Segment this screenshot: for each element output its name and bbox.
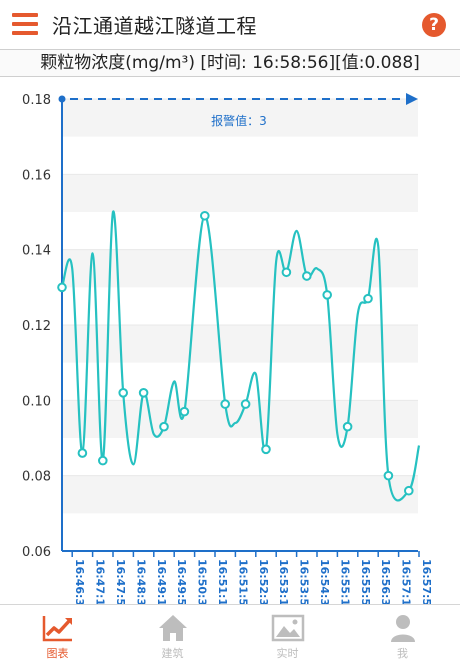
- y-tick-label: 0.10: [22, 394, 51, 409]
- y-tick-label: 0.08: [22, 470, 51, 485]
- grid-band: [62, 325, 418, 363]
- chart-svg: 0.06 0.08 0.10 0.12 0.14 0.16 0.18 16:46:3 16:47…: [22, 93, 433, 604]
- app-title: 沿江通道越江隧道工程: [52, 14, 257, 38]
- tab-realtime-label: 实时: [276, 647, 299, 660]
- data-point: [383, 470, 394, 481]
- x-tick-label: 16:56:3: [379, 559, 392, 604]
- data-point: [240, 399, 251, 409]
- data-point: [302, 271, 312, 281]
- x-tick-label: 16:57:5: [420, 559, 433, 604]
- chart-trend-icon: [42, 616, 72, 642]
- x-tick-label: 16:53:5: [298, 559, 311, 604]
- x-tick-label: 16:47:1: [94, 559, 107, 604]
- user-profile-icon: [390, 615, 415, 642]
- tab-chart[interactable]: 图表: [0, 605, 115, 661]
- grid-band: [62, 99, 418, 137]
- tab-me-label: 我: [397, 647, 408, 660]
- data-point: [98, 455, 108, 466]
- x-tick-label: 16:48:3: [134, 559, 147, 604]
- tab-me[interactable]: 我: [345, 605, 460, 661]
- data-point: [363, 293, 373, 304]
- app-header: 沿江通道越江隧道工程 ?: [0, 0, 460, 48]
- y-tick-label: 0.14: [22, 244, 51, 259]
- image-picture-icon: [271, 614, 304, 642]
- data-point: [220, 399, 230, 409]
- data-point: [322, 290, 333, 300]
- bottom-tab-bar: 图表 建筑 实时 我: [0, 604, 460, 661]
- grid-band: [62, 475, 418, 514]
- data-point: [200, 210, 210, 221]
- threshold-label: 报警值：3: [211, 113, 267, 128]
- tab-building-label: 建筑: [161, 647, 184, 660]
- tab-chart-label: 图表: [46, 647, 69, 660]
- data-point: [261, 444, 271, 455]
- x-tick-label: 16:55:1: [338, 559, 351, 604]
- data-point: [57, 282, 67, 293]
- x-tick-label: 16:55:5: [359, 559, 372, 604]
- grid-band: [62, 249, 418, 288]
- tab-realtime[interactable]: 实时: [230, 605, 345, 661]
- data-point: [179, 406, 190, 417]
- x-tick-label: 16:49:1: [155, 559, 168, 604]
- data-point: [281, 267, 292, 278]
- line-chart: 0.06 0.08 0.10 0.12 0.14 0.16 0.18 16:46:3 16:47…: [0, 78, 460, 604]
- tab-building[interactable]: 建筑: [115, 605, 230, 661]
- x-tick-label: 16:51:5: [236, 559, 249, 604]
- home-building-icon: [158, 615, 187, 641]
- x-tick-label: 16:50:3: [196, 559, 209, 604]
- y-tick-label: 0.06: [22, 545, 51, 560]
- y-tick-label: 0.18: [22, 93, 51, 108]
- data-point: [159, 421, 169, 432]
- y-tick-label: 0.16: [22, 168, 51, 183]
- x-tick-label: 16:52:3: [257, 559, 270, 604]
- x-tick-label: 16:57:1: [400, 559, 413, 604]
- x-tick-label: 16:51:1: [216, 559, 229, 604]
- x-tick-label: 16:49:5: [175, 559, 188, 604]
- data-point: [77, 448, 88, 458]
- x-tick-label: 16:46:3: [73, 559, 86, 604]
- help-question-icon[interactable]: ?: [422, 13, 446, 37]
- x-tick-label: 16:53:1: [277, 559, 290, 604]
- x-tick-label: 16:54:3: [318, 559, 331, 604]
- series-line: [60, 210, 421, 502]
- threshold-start-dot: [58, 95, 66, 103]
- y-tick-label: 0.12: [22, 319, 51, 334]
- data-point: [342, 421, 353, 432]
- data-point: [118, 388, 128, 398]
- grid-band: [62, 174, 418, 212]
- threshold-arrow-icon: [406, 93, 418, 105]
- data-point: [138, 388, 149, 398]
- x-tick-label: 16:47:5: [114, 559, 127, 604]
- chart-subtitle: 颗粒物浓度(mg/m³) [时间: 16:58:56][值:0.088]: [0, 49, 460, 77]
- data-point: [404, 485, 414, 496]
- hamburger-menu-icon[interactable]: [12, 13, 38, 35]
